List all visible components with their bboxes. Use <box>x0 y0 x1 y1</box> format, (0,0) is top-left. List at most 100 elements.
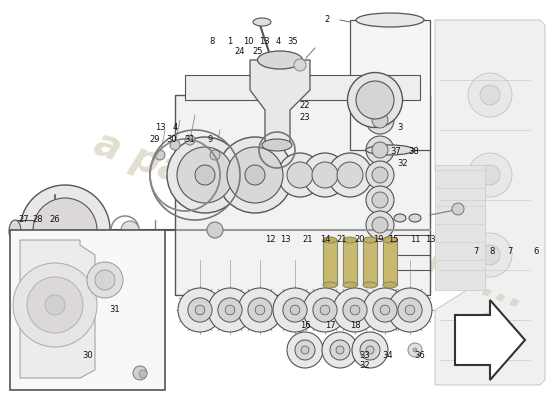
Text: 18: 18 <box>350 322 360 330</box>
Circle shape <box>177 147 233 203</box>
Text: 33: 33 <box>360 350 370 360</box>
Circle shape <box>372 167 388 183</box>
Circle shape <box>121 221 139 239</box>
Circle shape <box>468 153 512 197</box>
Bar <box>435 165 485 290</box>
Text: 32: 32 <box>360 360 370 370</box>
Circle shape <box>408 343 422 357</box>
Polygon shape <box>250 60 310 145</box>
Circle shape <box>225 305 235 315</box>
Circle shape <box>366 136 394 164</box>
Circle shape <box>218 298 242 322</box>
Ellipse shape <box>9 220 21 242</box>
Circle shape <box>303 153 347 197</box>
Circle shape <box>278 153 322 197</box>
Bar <box>350 20 430 150</box>
Circle shape <box>170 140 180 150</box>
Circle shape <box>413 348 417 352</box>
Circle shape <box>322 332 358 368</box>
Text: 11: 11 <box>410 236 420 244</box>
Circle shape <box>372 112 388 128</box>
Circle shape <box>95 270 115 290</box>
Circle shape <box>480 165 500 185</box>
Ellipse shape <box>363 237 377 243</box>
Circle shape <box>45 295 65 315</box>
Text: 34: 34 <box>383 350 393 360</box>
Circle shape <box>336 346 344 354</box>
Circle shape <box>178 288 222 332</box>
Text: 20: 20 <box>355 236 365 244</box>
Ellipse shape <box>323 237 337 243</box>
Circle shape <box>372 142 388 158</box>
Text: 4: 4 <box>172 124 178 132</box>
Text: 13: 13 <box>280 236 290 244</box>
Circle shape <box>343 298 367 322</box>
Circle shape <box>380 305 390 315</box>
Text: 27: 27 <box>19 216 29 224</box>
Circle shape <box>217 137 293 213</box>
Bar <box>343 240 357 285</box>
Bar <box>383 240 397 285</box>
Circle shape <box>468 73 512 117</box>
Text: 26: 26 <box>50 216 60 224</box>
Circle shape <box>248 298 272 322</box>
Ellipse shape <box>356 13 424 27</box>
Circle shape <box>155 150 165 160</box>
Ellipse shape <box>383 237 397 243</box>
Circle shape <box>283 298 307 322</box>
Text: 21: 21 <box>337 236 347 244</box>
Circle shape <box>290 305 300 315</box>
Circle shape <box>27 277 83 333</box>
Circle shape <box>294 59 306 71</box>
Text: 21: 21 <box>302 236 313 244</box>
Ellipse shape <box>383 282 397 288</box>
Circle shape <box>373 298 397 322</box>
Text: 13: 13 <box>258 38 270 46</box>
Text: 8: 8 <box>490 248 494 256</box>
Circle shape <box>366 186 394 214</box>
Text: 19: 19 <box>373 236 383 244</box>
Ellipse shape <box>348 72 403 128</box>
Circle shape <box>480 325 500 345</box>
Circle shape <box>87 262 123 298</box>
Circle shape <box>468 233 512 277</box>
Ellipse shape <box>323 282 337 288</box>
Text: 1: 1 <box>227 38 233 46</box>
Circle shape <box>13 263 97 347</box>
Text: 28: 28 <box>32 216 43 224</box>
Text: 24: 24 <box>235 48 245 56</box>
Bar <box>323 240 337 285</box>
Text: 3: 3 <box>397 124 403 132</box>
Circle shape <box>139 370 147 378</box>
Circle shape <box>238 288 282 332</box>
Polygon shape <box>435 20 545 385</box>
Ellipse shape <box>262 139 292 151</box>
Text: 22: 22 <box>300 100 310 110</box>
Bar <box>185 75 420 100</box>
Circle shape <box>468 313 512 357</box>
Circle shape <box>227 147 283 203</box>
Text: 2: 2 <box>324 16 329 24</box>
Text: 8: 8 <box>210 38 215 46</box>
Circle shape <box>330 340 350 360</box>
Text: 12: 12 <box>265 236 275 244</box>
Circle shape <box>372 217 388 233</box>
Circle shape <box>388 288 432 332</box>
Circle shape <box>312 162 338 188</box>
Text: 23: 23 <box>300 114 310 122</box>
Circle shape <box>398 298 422 322</box>
Text: 10: 10 <box>243 38 253 46</box>
Text: 9: 9 <box>207 136 213 144</box>
Bar <box>363 240 377 285</box>
Text: 17: 17 <box>324 322 336 330</box>
Text: 15: 15 <box>388 236 398 244</box>
Circle shape <box>287 162 313 188</box>
Text: 16: 16 <box>300 322 310 330</box>
Circle shape <box>287 332 323 368</box>
Text: 7: 7 <box>507 248 513 256</box>
Circle shape <box>337 162 363 188</box>
Circle shape <box>208 288 252 332</box>
Circle shape <box>133 366 147 380</box>
Circle shape <box>350 305 360 315</box>
Text: 14: 14 <box>320 236 330 244</box>
